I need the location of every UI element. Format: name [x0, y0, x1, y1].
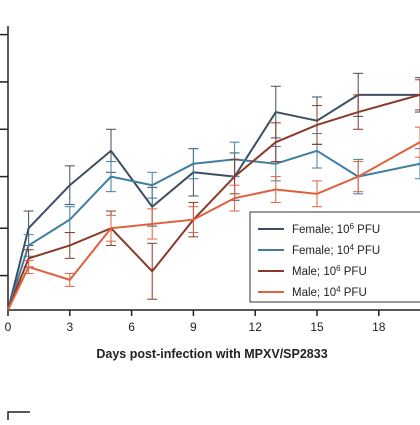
x-tick-label: 0	[5, 320, 12, 334]
legend-box	[249, 211, 420, 303]
x-tick-label: 9	[190, 320, 197, 334]
series-3	[7, 126, 420, 311]
series-line	[7, 149, 420, 311]
x-tick-label: 18	[372, 320, 386, 334]
x-tick-label: 6	[128, 320, 135, 334]
x-tick-label: 12	[249, 320, 263, 334]
legend-label-3: Male; 104 PFU	[292, 285, 367, 300]
legend-label-1: Female; 104 PFU	[292, 243, 380, 258]
x-axis-title: Days post-infection with MPXV/SP2833	[96, 347, 327, 361]
next-panel-frame	[7, 411, 30, 420]
legend-label-2: Male; 106 PFU	[292, 264, 367, 279]
legend-label-0: Female; 106 PFU	[292, 222, 380, 237]
x-tick-label: 15	[310, 320, 324, 334]
x-tick-label: 3	[66, 320, 73, 334]
series-line	[7, 141, 420, 311]
